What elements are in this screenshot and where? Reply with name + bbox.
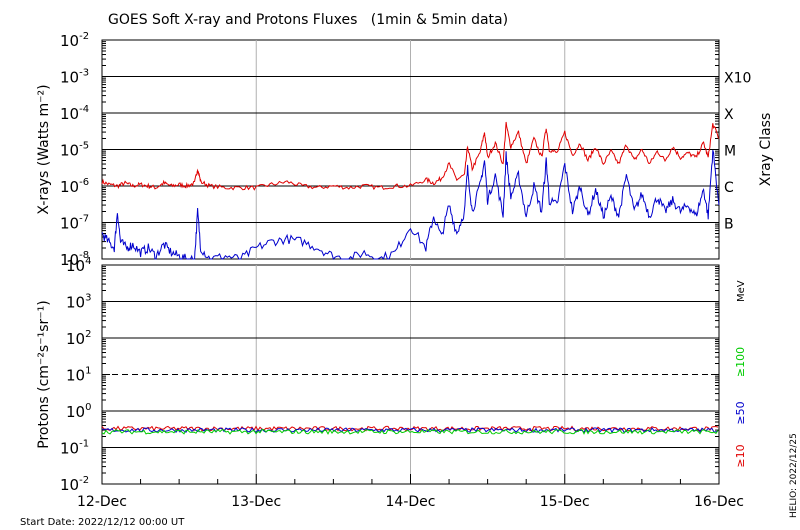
- y-tick-label: 103: [66, 293, 91, 312]
- proton-legend-entry: ≥100: [734, 347, 747, 377]
- xray-panel: 10-8 10-7 10-6 10-5 10-4 10-3 10-2 X-rays (Watt…: [36, 31, 774, 269]
- y-tick-label: 10-7: [60, 214, 89, 233]
- y-tick-label: 10-3: [60, 68, 89, 87]
- xray-class-label: M: [724, 144, 736, 160]
- proton-series-line: [101, 428, 719, 435]
- y-axis-label: Protons (cm⁻²s⁻¹sr⁻¹): [36, 300, 52, 449]
- x-tick-label: 15-Dec: [540, 494, 590, 510]
- y-axis-label: X-rays (Watts m⁻²): [36, 84, 52, 214]
- xray-class-axis-label: Xray Class: [758, 113, 774, 187]
- y-tick-label: 104: [66, 256, 91, 275]
- y-tick-label: 10-8: [60, 250, 89, 269]
- start-date-label: Start Date: 2022/12/12 00:00 UT: [20, 517, 185, 528]
- proton-series-line: [102, 427, 719, 434]
- x-tick-label: 12-Dec: [77, 494, 127, 510]
- y-tick-label: 10-4: [60, 104, 89, 123]
- xray-series-line: [101, 149, 720, 261]
- y-tick-label: 10-1: [60, 439, 89, 458]
- x-axis: 12-Dec 13-Dec 14-Dec 15-Dec 16-Dec: [77, 474, 744, 510]
- y-tick-label: 102: [66, 329, 91, 348]
- chart-title: GOES Soft X-ray and Protons Fluxes (1min…: [108, 12, 508, 28]
- y-tick-label: 100: [66, 402, 91, 421]
- y-tick-label: 10-2: [60, 31, 89, 50]
- y-tick-label: 10-5: [60, 141, 89, 160]
- x-tick-label: 16-Dec: [694, 494, 744, 510]
- xray-class-label: B: [724, 217, 734, 233]
- xray-class-label: C: [724, 180, 734, 196]
- mev-unit-label: MeV: [736, 280, 747, 302]
- y-tick-label: 10-2: [60, 475, 89, 494]
- x-tick-label: 14-Dec: [386, 494, 436, 510]
- proton-legend-entry: ≥10: [734, 444, 747, 467]
- x-tick-label: 13-Dec: [231, 494, 281, 510]
- xray-series-line: [101, 121, 720, 191]
- proton-panel: 10-2 10-1 100 101 102 103 104 Protons (cm⁻²s⁻¹s…: [36, 256, 747, 494]
- y-tick-label: 101: [66, 366, 91, 385]
- y-tick-label: 10-6: [60, 177, 89, 196]
- proton-legend-entry: ≥50: [734, 401, 747, 424]
- xray-class-label: X: [724, 107, 734, 123]
- xray-class-label: X10: [724, 71, 751, 87]
- helio-credit: HELIO: 2022/12/25: [789, 433, 799, 518]
